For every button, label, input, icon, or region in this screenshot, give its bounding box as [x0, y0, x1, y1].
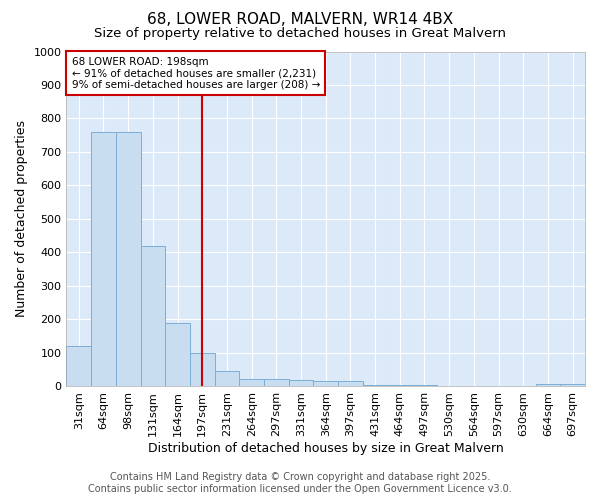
- Text: 68, LOWER ROAD, MALVERN, WR14 4BX: 68, LOWER ROAD, MALVERN, WR14 4BX: [147, 12, 453, 28]
- Bar: [91, 132, 116, 386]
- Text: Size of property relative to detached houses in Great Malvern: Size of property relative to detached ho…: [94, 28, 506, 40]
- Bar: [560, 384, 585, 386]
- Bar: [215, 370, 239, 386]
- Bar: [67, 346, 91, 387]
- Bar: [116, 132, 140, 386]
- Text: Contains HM Land Registry data © Crown copyright and database right 2025.
Contai: Contains HM Land Registry data © Crown c…: [88, 472, 512, 494]
- Bar: [338, 381, 363, 386]
- Bar: [165, 323, 190, 386]
- Bar: [313, 381, 338, 386]
- Y-axis label: Number of detached properties: Number of detached properties: [15, 120, 28, 318]
- Bar: [536, 384, 560, 386]
- Bar: [264, 379, 289, 386]
- Bar: [289, 380, 313, 386]
- Bar: [190, 353, 215, 386]
- Bar: [363, 385, 388, 386]
- Bar: [239, 379, 264, 386]
- X-axis label: Distribution of detached houses by size in Great Malvern: Distribution of detached houses by size …: [148, 442, 503, 455]
- Bar: [140, 246, 165, 386]
- Text: 68 LOWER ROAD: 198sqm
← 91% of detached houses are smaller (2,231)
9% of semi-de: 68 LOWER ROAD: 198sqm ← 91% of detached …: [71, 56, 320, 90]
